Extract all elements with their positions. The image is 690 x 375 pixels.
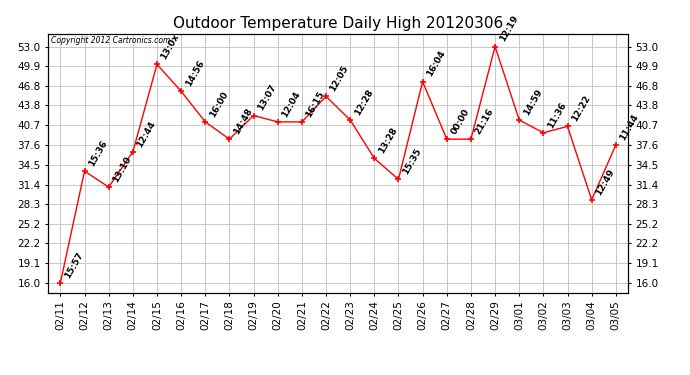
Text: 12:05: 12:05 (328, 64, 351, 93)
Text: Copyright 2012 Cartronics.com: Copyright 2012 Cartronics.com (51, 36, 170, 45)
Text: 14:56: 14:56 (184, 58, 206, 88)
Text: 14:59: 14:59 (522, 87, 544, 117)
Text: 15:57: 15:57 (63, 251, 85, 280)
Text: 15:36: 15:36 (87, 139, 109, 168)
Text: 13:07: 13:07 (256, 83, 278, 112)
Text: 21:16: 21:16 (473, 106, 495, 136)
Text: 13:0x: 13:0x (159, 33, 181, 61)
Text: 11:36: 11:36 (546, 100, 568, 130)
Text: 12:44: 12:44 (135, 119, 157, 149)
Text: 12:19: 12:19 (497, 14, 520, 44)
Text: 12:49: 12:49 (594, 167, 616, 196)
Text: 12:28: 12:28 (353, 87, 375, 117)
Text: 15:35: 15:35 (401, 147, 423, 176)
Text: 13:28: 13:28 (377, 126, 399, 155)
Text: 12:22: 12:22 (570, 94, 592, 123)
Text: 16:00: 16:00 (208, 90, 230, 119)
Text: 12:04: 12:04 (280, 89, 302, 119)
Text: 00:00: 00:00 (449, 107, 471, 136)
Text: 16:04: 16:04 (425, 49, 447, 78)
Text: 16:15: 16:15 (304, 89, 326, 119)
Text: 14:48: 14:48 (232, 106, 254, 136)
Text: 11:44: 11:44 (618, 112, 640, 142)
Title: Outdoor Temperature Daily High 20120306: Outdoor Temperature Daily High 20120306 (173, 16, 503, 31)
Text: 13:10: 13:10 (111, 155, 133, 184)
